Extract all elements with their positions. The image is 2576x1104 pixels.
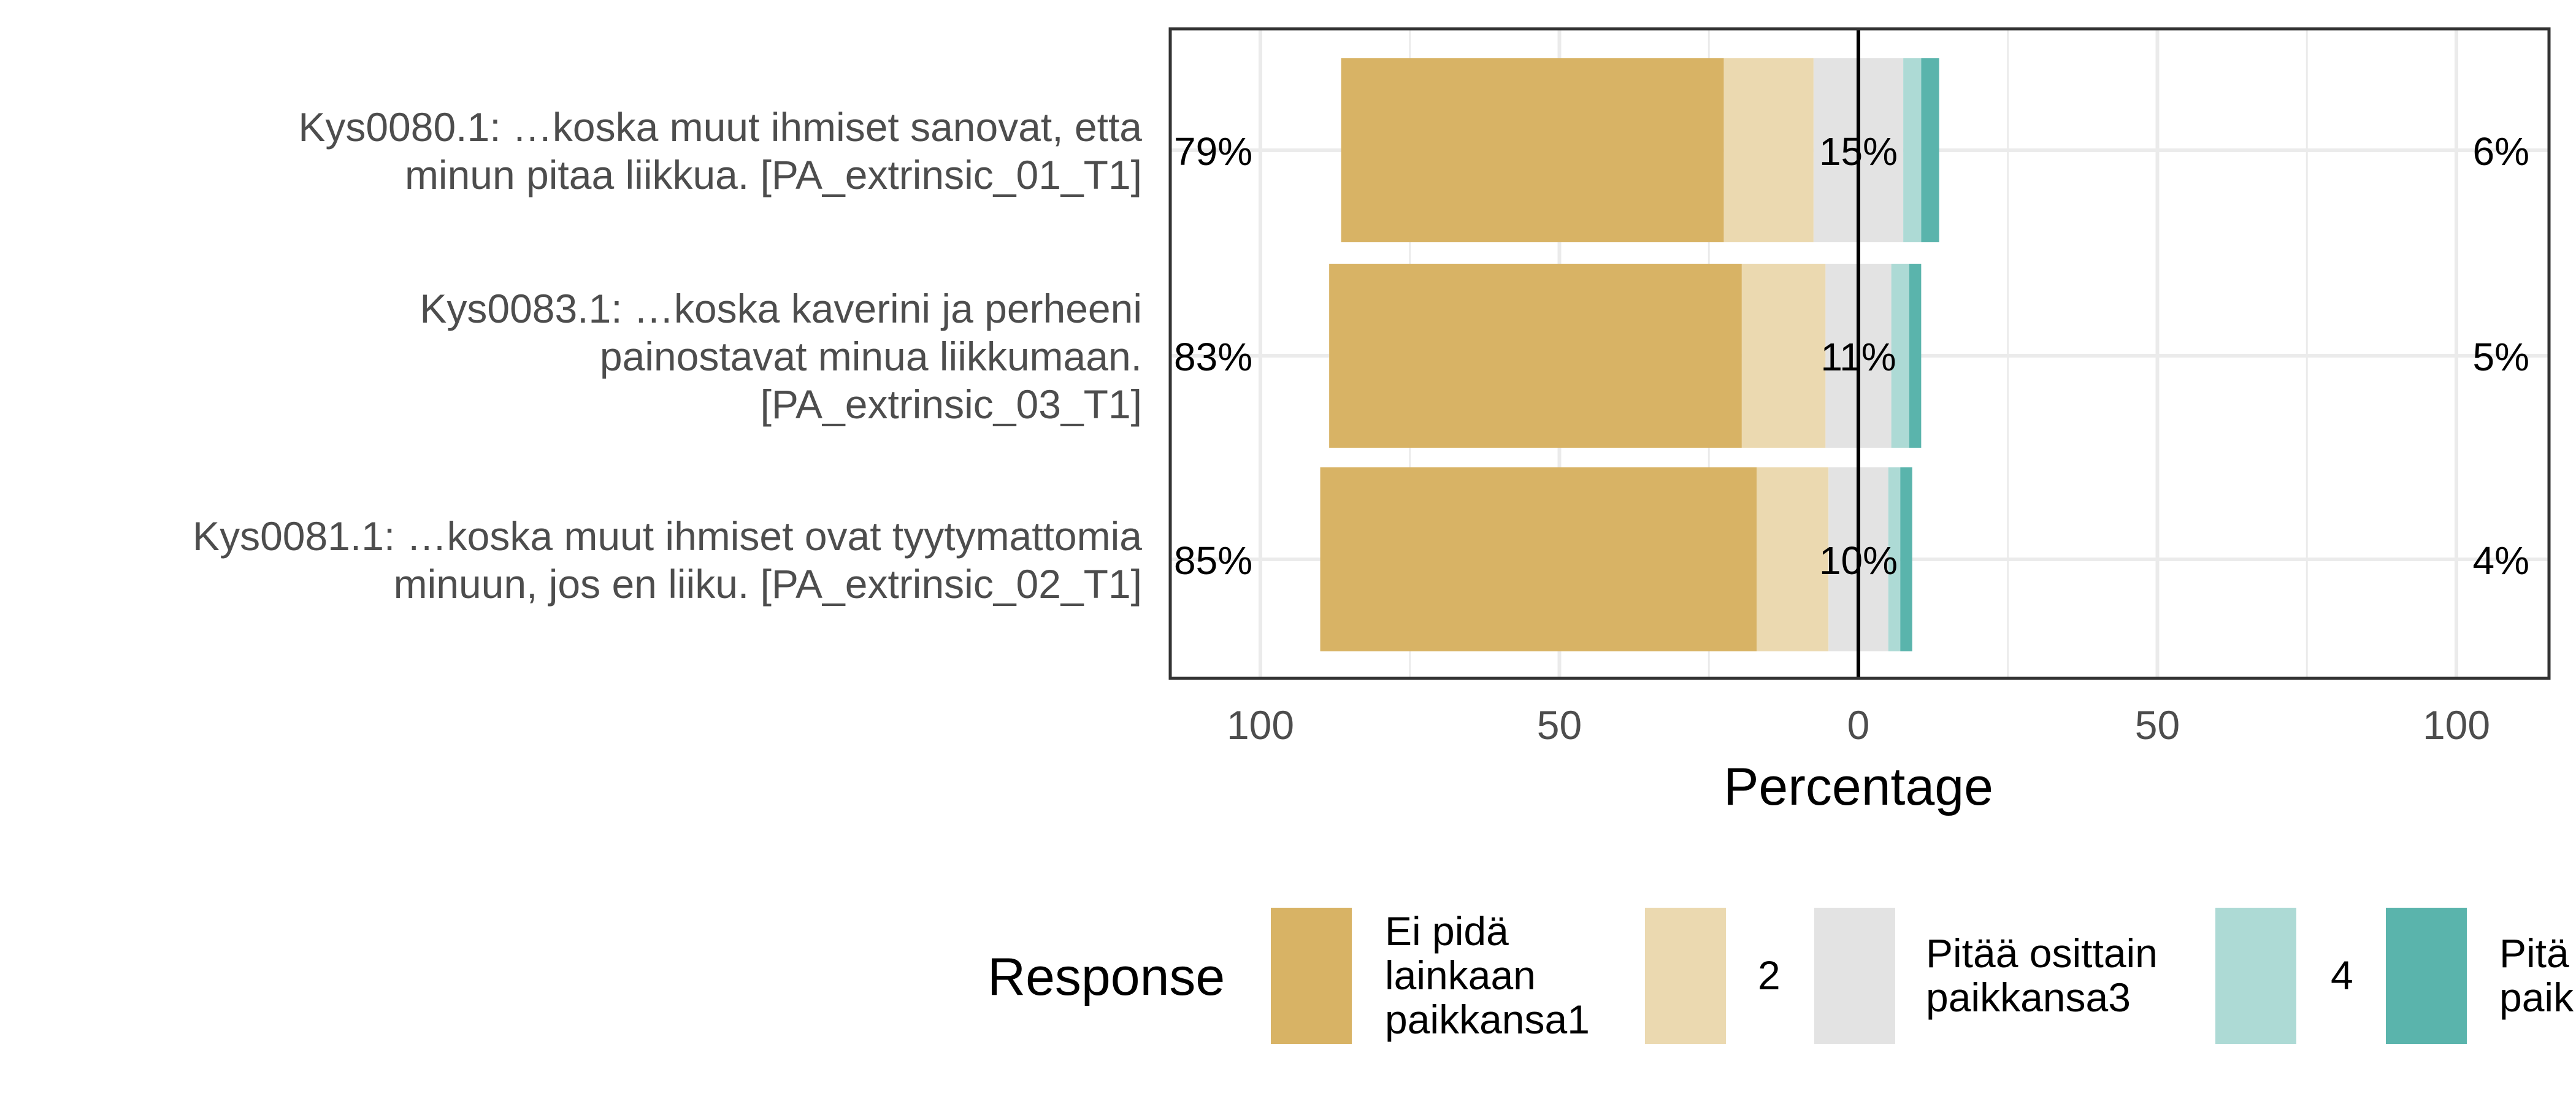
x-tick-label: 50: [2135, 702, 2180, 748]
x-tick-label: 0: [1847, 702, 1870, 748]
bar-segment-1: [1320, 467, 1757, 651]
bar-segment-2: [1741, 264, 1826, 448]
category-label: Kys0080.1: …koska muut ihmiset sanovat, …: [298, 104, 1142, 197]
center-percent-label: 10%: [1819, 539, 1898, 583]
bar-segment-2: [1723, 58, 1814, 242]
bar-segment-5: [1900, 467, 1912, 651]
right-percent-label: 5%: [2473, 335, 2530, 379]
right-percent-label: 4%: [2473, 539, 2530, 583]
legend-key-1: [1271, 908, 1352, 1044]
x-axis-tick-labels: 100 50 0 50 100: [1227, 702, 2490, 748]
legend-label-1: Ei pidä lainkaan paikkansa1: [1385, 908, 1590, 1042]
bar-segment-4: [1888, 467, 1901, 651]
left-percent-label: 83%: [1174, 335, 1252, 379]
legend: Response Ei pidä lainkaan paikkansa1 2 Pitää …: [987, 908, 2574, 1044]
bar-segment-4: [1903, 58, 1922, 242]
legend-key-3: [1814, 908, 1895, 1044]
center-percent-label: 15%: [1819, 129, 1898, 174]
bar-segment-5: [1909, 264, 1922, 448]
category-label: Kys0081.1: …koska muut ihmiset ovat tyyt…: [193, 513, 1142, 607]
legend-key-5: [2386, 908, 2467, 1044]
y-axis-labels: Kys0080.1: …koska muut ihmiset sanovat, …: [193, 104, 1142, 607]
plot-frame: [1168, 27, 2551, 680]
x-axis-title: Percentage: [1723, 757, 1993, 816]
right-percent-label: 6%: [2473, 129, 2530, 174]
legend-key-2: [1645, 908, 1726, 1044]
legend-title: Response: [987, 948, 1225, 1006]
legend-key-4: [2215, 908, 2296, 1044]
x-tick-label: 100: [1227, 702, 1294, 748]
category-label: Kys0083.1: …koska kaverini ja perheeni pa…: [420, 286, 1142, 427]
legend-label-3: Pitää osittain paikkansa3: [1926, 930, 2158, 1020]
left-percent-label: 85%: [1174, 539, 1252, 583]
value-labels: 79% 15% 6% 83% 11% 5% 85% 10% 4%: [1174, 129, 2529, 583]
legend-label-5: Pitä paik: [2499, 930, 2574, 1020]
bar-segment-1: [1329, 264, 1742, 448]
left-percent-label: 79%: [1174, 129, 1252, 174]
bar-segment-1: [1341, 58, 1724, 242]
bar-segment-2: [1757, 467, 1829, 651]
center-percent-label: 11%: [1820, 335, 1896, 379]
x-tick-label: 50: [1537, 702, 1582, 748]
plot-border: [1168, 27, 2551, 680]
legend-label-2: 2: [1758, 953, 1781, 998]
legend-label-4: 4: [2331, 953, 2353, 998]
bar-segment-5: [1921, 58, 1939, 242]
bar-segment-4: [1891, 264, 1909, 448]
x-tick-label: 100: [2423, 702, 2490, 748]
